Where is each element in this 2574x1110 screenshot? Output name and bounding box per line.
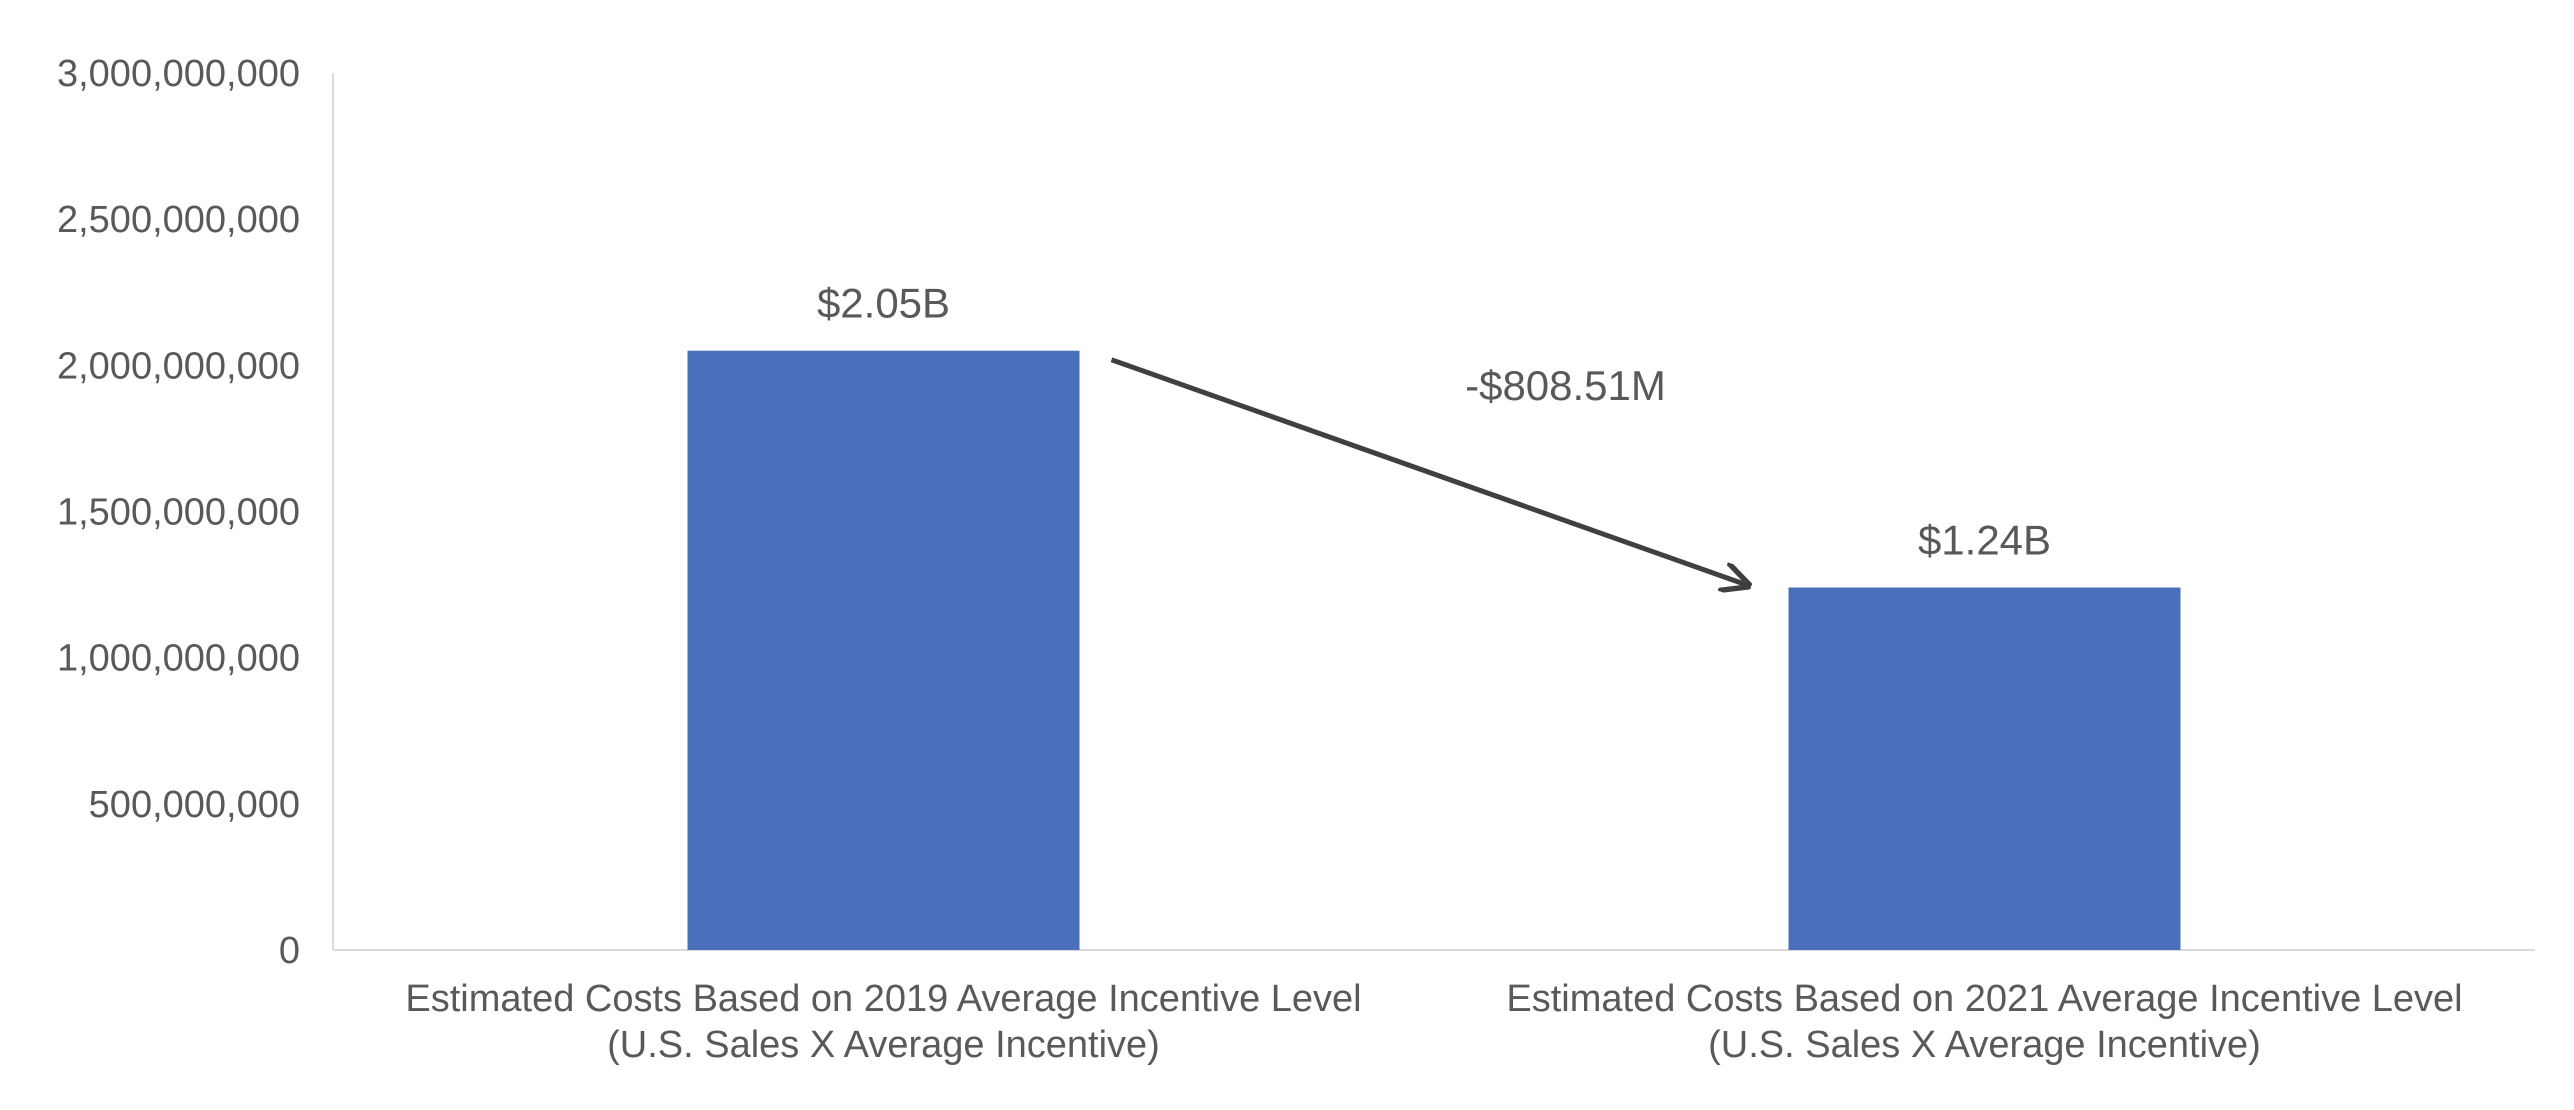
y-tick-label: 2,500,000,000 <box>57 199 300 241</box>
bar-2 <box>1788 587 2181 950</box>
change-annotation-label: -$808.51M <box>1465 362 1666 409</box>
x-category-label: Estimated Costs Based on 2021 Average In… <box>1506 978 2462 1020</box>
y-tick-label: 0 <box>279 930 300 972</box>
y-tick-label: 1,000,000,000 <box>57 638 300 680</box>
y-tick-label: 3,000,000,000 <box>57 53 300 95</box>
bar-1 <box>687 350 1080 950</box>
change-annotation: -$808.51M <box>1110 357 1746 585</box>
bars <box>687 350 2181 950</box>
x-category-label: (U.S. Sales X Average Incentive) <box>1708 1024 2261 1066</box>
bar-data-label: $1.24B <box>1918 517 2051 564</box>
x-category-label: Estimated Costs Based on 2019 Average In… <box>405 978 1361 1020</box>
bar-data-label: $2.05B <box>817 280 950 327</box>
change-arrow <box>1110 357 1746 585</box>
y-axis: 0 500,000,000 1,000,000,000 1,500,000,000 2,… <box>57 53 334 972</box>
y-tick-label: 500,000,000 <box>89 784 300 826</box>
data-labels: $2.05B $1.24B <box>817 280 2051 564</box>
y-tick-label: 1,500,000,000 <box>57 492 300 534</box>
y-tick-label: 2,000,000,000 <box>57 345 300 387</box>
category-labels: Estimated Costs Based on 2019 Average In… <box>405 978 2462 1066</box>
x-category-label: (U.S. Sales X Average Incentive) <box>607 1024 1160 1066</box>
